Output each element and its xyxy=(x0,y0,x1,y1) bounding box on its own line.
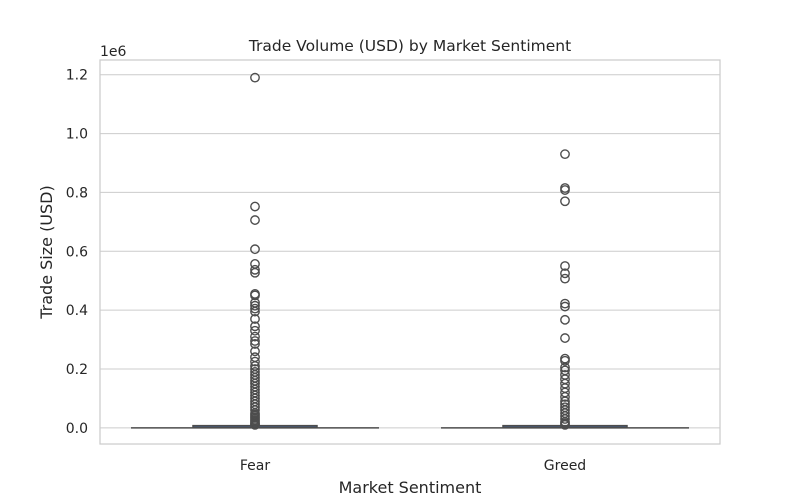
outlier-point xyxy=(250,339,260,349)
outlier-point xyxy=(560,333,570,343)
y-offset-label: 1e6 xyxy=(100,44,127,60)
outlier-point xyxy=(250,306,260,317)
outlier-point xyxy=(250,325,260,336)
outlier-point xyxy=(560,273,570,284)
outlier-point xyxy=(250,336,260,346)
outlier-point xyxy=(250,300,260,311)
outlier-point xyxy=(560,355,570,366)
outlier-point xyxy=(250,331,260,342)
y-tick-label: 0.8 xyxy=(66,185,88,201)
y-tick-label: 0.6 xyxy=(66,244,88,260)
outlier-point xyxy=(560,149,570,160)
outlier-point xyxy=(250,244,260,255)
outlier-point xyxy=(560,419,570,430)
outlier-point xyxy=(560,261,570,271)
x-axis-label: Market Sentiment xyxy=(339,478,482,497)
outlier-point xyxy=(560,185,570,195)
y-tick-labels: 0.0 0.2 0.4 0.6 0.8 1.0 1.2 xyxy=(66,68,88,437)
outlier-point xyxy=(250,303,260,314)
outlier-point xyxy=(250,346,260,357)
outlier-point xyxy=(560,314,570,325)
outlier-point xyxy=(250,267,260,278)
y-tick-label: 1.0 xyxy=(66,127,88,143)
outlier-point xyxy=(250,72,260,83)
outlier-point xyxy=(560,301,570,312)
y-axis-label: Trade Size (USD) xyxy=(37,185,56,320)
outlier-point xyxy=(560,392,570,402)
outlier-point xyxy=(250,201,260,212)
outlier-point xyxy=(250,215,260,225)
y-tick-label: 0.2 xyxy=(66,362,88,378)
outlier-point xyxy=(560,268,570,279)
x-tick-label: Fear xyxy=(240,458,270,474)
outlier-point xyxy=(250,356,260,367)
y-tick-label: 1.2 xyxy=(66,68,88,84)
outlier-points xyxy=(250,72,570,430)
y-tick-label: 0.4 xyxy=(66,303,88,319)
outlier-point xyxy=(250,290,260,301)
y-tick-label: 0.0 xyxy=(66,421,88,437)
x-tick-labels: Fear Greed xyxy=(240,458,586,474)
x-tick-label: Greed xyxy=(544,458,586,474)
outlier-point xyxy=(560,196,570,207)
plot-frame xyxy=(99,59,721,445)
chart-title: Trade Volume (USD) by Market Sentiment xyxy=(248,37,571,55)
outlier-point xyxy=(250,321,260,332)
outlier-point xyxy=(250,419,260,430)
outlier-point xyxy=(560,362,570,373)
outlier-point xyxy=(560,298,570,309)
outlier-point xyxy=(250,264,260,275)
outlier-point xyxy=(250,314,260,324)
outlier-point xyxy=(560,414,570,424)
